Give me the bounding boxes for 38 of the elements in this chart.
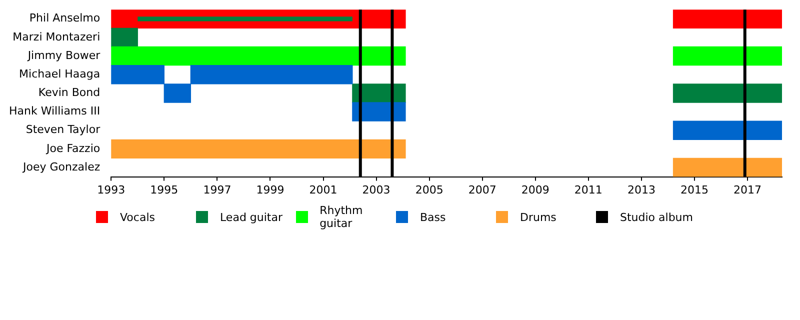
bar [672, 84, 782, 103]
bar [111, 139, 406, 159]
bar [111, 46, 406, 66]
x-tick-label: 2013 [627, 183, 656, 196]
y-tick-label: Joey Gonzalez [22, 160, 100, 174]
x-tick-label: 2005 [415, 183, 444, 196]
legend-label: Studio album [620, 210, 693, 224]
x-tick-label: 2009 [521, 183, 550, 196]
legend-label: Rhythm guitar [320, 204, 364, 230]
x-tick-label: 2001 [309, 183, 338, 196]
y-tick-label: Jimmy Bower [26, 48, 101, 62]
bar [672, 120, 782, 140]
bar [352, 102, 406, 122]
y-tick-label: Kevin Bond [38, 86, 100, 100]
x-tick-label: 2011 [574, 183, 602, 196]
bar [138, 16, 352, 22]
legend-label: Bass [420, 210, 446, 224]
x-tick-label: 2007 [468, 183, 496, 196]
x-tick-label: 2017 [734, 183, 762, 196]
x-tick-label: 1995 [150, 183, 178, 196]
x-tick-label: 1997 [203, 183, 232, 196]
bar [672, 158, 782, 177]
legend-label: Vocals [120, 210, 155, 224]
x-tick-label: 1993 [97, 183, 126, 196]
x-tick-label: 1999 [256, 183, 284, 196]
y-tick-label: Joe Fazzio [45, 142, 100, 155]
y-tick-label: Hank Williams III [8, 104, 100, 118]
bar [111, 28, 138, 48]
y-tick-label: Steven Taylor [26, 123, 101, 136]
bar [672, 46, 782, 66]
y-tick-label: Marzi Montazeri [12, 30, 100, 44]
y-tick-label: Michael Haaga [19, 67, 100, 80]
legend-label: Lead guitar [220, 210, 283, 224]
legend-label: Drums [520, 210, 556, 224]
y-tick-label: Phil Anselmo [29, 12, 100, 25]
x-tick-label: 2003 [362, 183, 390, 196]
bar [672, 10, 782, 29]
x-tick-label: 2015 [680, 183, 708, 196]
